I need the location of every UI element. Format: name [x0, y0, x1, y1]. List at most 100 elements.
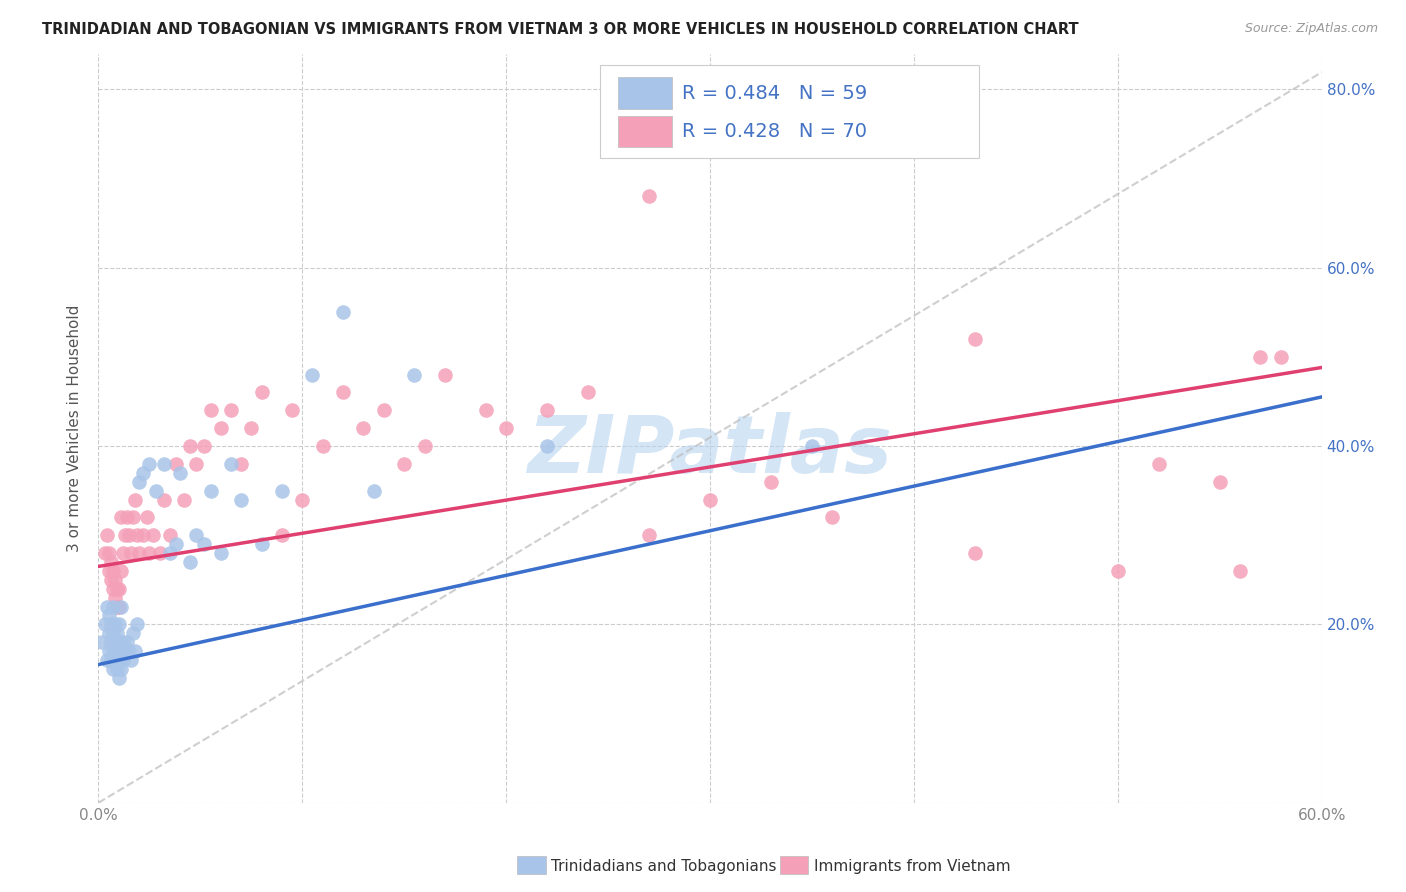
Point: [124, 644, 146, 658]
Point: [1107, 564, 1129, 578]
Point: [193, 537, 215, 551]
Point: [104, 617, 127, 632]
Point: [200, 483, 222, 498]
Point: [108, 671, 131, 685]
Point: [219, 403, 242, 417]
Point: [179, 439, 201, 453]
Text: ZIPatlas: ZIPatlas: [527, 411, 893, 490]
Point: [101, 564, 124, 578]
Point: [105, 662, 128, 676]
Point: [100, 617, 122, 632]
Point: [122, 626, 145, 640]
Text: R = 0.484   N = 59: R = 0.484 N = 59: [682, 84, 868, 103]
Point: [270, 528, 294, 542]
Point: [110, 564, 132, 578]
Point: [270, 483, 294, 498]
Point: [965, 332, 987, 346]
Point: [136, 510, 159, 524]
Point: [169, 466, 191, 480]
Text: Source: ZipAtlas.com: Source: ZipAtlas.com: [1244, 22, 1378, 36]
FancyBboxPatch shape: [619, 78, 672, 109]
Point: [332, 305, 354, 319]
Text: TRINIDADIAN AND TOBAGONIAN VS IMMIGRANTS FROM VIETNAM 3 OR MORE VEHICLES IN HOUS: TRINIDADIAN AND TOBAGONIAN VS IMMIGRANTS…: [42, 22, 1078, 37]
Point: [250, 385, 273, 400]
FancyBboxPatch shape: [600, 65, 979, 159]
Point: [404, 368, 426, 382]
Point: [149, 546, 172, 560]
Point: [152, 457, 174, 471]
Point: [761, 475, 783, 489]
Point: [801, 439, 824, 453]
Point: [100, 653, 122, 667]
Point: [145, 483, 167, 498]
Point: [332, 385, 354, 400]
Point: [110, 662, 132, 676]
Text: Trinidadians and Tobagonians: Trinidadians and Tobagonians: [551, 859, 776, 873]
Point: [96, 528, 118, 542]
Point: [111, 653, 134, 667]
Point: [127, 528, 149, 542]
Point: [108, 635, 131, 649]
Point: [97, 564, 120, 578]
Point: [97, 608, 120, 623]
Point: [132, 466, 155, 480]
Text: Immigrants from Vietnam: Immigrants from Vietnam: [814, 859, 1011, 873]
Point: [110, 644, 132, 658]
Point: [101, 644, 124, 658]
Point: [159, 528, 181, 542]
Point: [108, 582, 131, 596]
Point: [118, 644, 141, 658]
Point: [1270, 350, 1292, 364]
Point: [152, 492, 174, 507]
Point: [200, 403, 222, 417]
Bar: [780, 856, 808, 874]
Point: [231, 492, 253, 507]
Point: [101, 582, 124, 596]
Point: [96, 599, 118, 614]
Point: [536, 403, 558, 417]
Point: [186, 457, 208, 471]
Point: [91, 635, 114, 649]
Point: [104, 573, 127, 587]
Point: [699, 492, 721, 507]
Text: R = 0.428   N = 70: R = 0.428 N = 70: [682, 122, 868, 141]
Point: [118, 528, 141, 542]
Point: [128, 546, 150, 560]
Point: [209, 421, 232, 435]
Point: [120, 653, 142, 667]
Point: [111, 635, 134, 649]
Point: [105, 582, 128, 596]
Point: [638, 189, 661, 203]
Point: [1249, 350, 1271, 364]
Point: [115, 510, 138, 524]
Point: [165, 537, 187, 551]
Point: [138, 457, 160, 471]
Point: [186, 528, 208, 542]
Point: [127, 617, 149, 632]
Point: [111, 546, 134, 560]
Point: [250, 537, 273, 551]
Point: [100, 555, 122, 569]
Point: [231, 457, 253, 471]
Point: [93, 617, 115, 632]
Point: [821, 510, 844, 524]
Point: [193, 439, 215, 453]
Point: [179, 555, 201, 569]
Point: [312, 439, 335, 453]
Point: [132, 528, 155, 542]
Point: [142, 528, 165, 542]
Point: [159, 546, 181, 560]
Point: [110, 599, 132, 614]
Point: [536, 439, 558, 453]
Point: [165, 457, 187, 471]
Point: [114, 528, 136, 542]
Y-axis label: 3 or more Vehicles in Household: 3 or more Vehicles in Household: [67, 304, 83, 552]
Point: [352, 421, 374, 435]
Point: [373, 403, 395, 417]
Point: [219, 457, 242, 471]
Point: [638, 528, 661, 542]
Point: [138, 546, 160, 560]
Point: [105, 599, 128, 614]
Point: [434, 368, 457, 382]
Point: [128, 475, 150, 489]
